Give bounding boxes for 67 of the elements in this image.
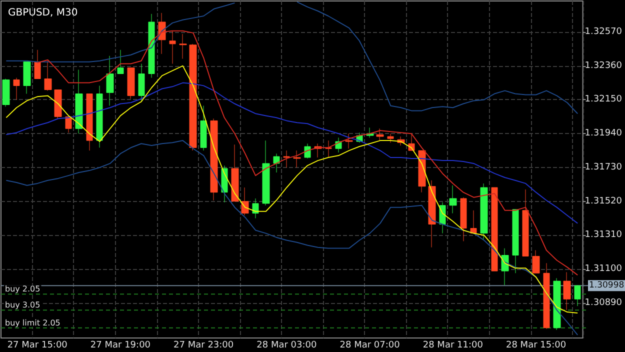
- y-tick-label: 1.31100: [584, 264, 622, 274]
- candlestick: [491, 187, 498, 272]
- y-tick-label: 1.30890: [584, 298, 622, 308]
- candlestick: [117, 50, 124, 74]
- candlestick: [169, 30, 176, 64]
- line-series: [36, 30, 578, 276]
- candlestick: [179, 34, 187, 60]
- candlestick: [189, 44, 197, 151]
- candlestick: [428, 180, 436, 248]
- candlestick: [96, 85, 103, 148]
- candlestick: [543, 262, 550, 330]
- x-tick-label: 28 Mar 03:00: [256, 340, 318, 350]
- candlestick: [304, 143, 311, 159]
- candlestick: [262, 140, 270, 206]
- y-tick-label: 1.32150: [584, 94, 622, 105]
- y-tick-label: 1.31310: [584, 230, 622, 240]
- candlestick: [512, 209, 519, 274]
- candlestick: [460, 197, 467, 242]
- candlestick: [283, 150, 290, 168]
- text: GBPUSD, M30: [8, 8, 78, 18]
- candlestick: [2, 78, 10, 107]
- candlestick: [34, 50, 41, 80]
- candlestick: [532, 250, 540, 274]
- x-tick-label: 28 Mar 07:00: [340, 340, 400, 350]
- candlestick: [13, 78, 20, 100]
- candlestick: [522, 189, 529, 256]
- candlestick: [210, 118, 218, 201]
- candlestick: [574, 284, 581, 306]
- ref-line-label: buy limit 2.05: [5, 318, 60, 328]
- candlestick: [44, 60, 52, 91]
- candlestick: [553, 278, 561, 330]
- x-tick-label: 27 Mar 19:00: [90, 340, 151, 350]
- y-tick-label: 1.31730: [584, 162, 622, 172]
- candlestick: [345, 133, 353, 149]
- x-tick-label: 27 Mar 15:00: [7, 340, 68, 350]
- candlestick: [231, 144, 239, 202]
- candlestick: [86, 94, 93, 151]
- x-tick-label: 28 Mar 11:00: [422, 340, 484, 350]
- candlestick: [563, 272, 571, 310]
- candlestick: [54, 89, 62, 119]
- candlestick: [138, 64, 145, 101]
- candlestick: [148, 14, 155, 78]
- candlestick: [23, 62, 31, 94]
- candlestick: [106, 56, 114, 106]
- y-tick-label: 1.32570: [584, 26, 622, 37]
- ref-line-label: 1.30998: [589, 280, 624, 291]
- candlestick: [449, 185, 457, 214]
- x-tick-label: 27 Mar 23:00: [174, 340, 234, 350]
- candlestick: [387, 133, 394, 143]
- y-tick-label: 1.31940: [584, 128, 622, 139]
- candlestick: [376, 128, 384, 141]
- x-tick-label: 28 Mar 15:00: [506, 340, 566, 350]
- candlestick: [293, 150, 301, 168]
- line-series: [6, 140, 578, 336]
- candlestick: [127, 68, 135, 100]
- y-tick-label: 1.31520: [584, 196, 622, 206]
- ref-line-label: buy 2.05: [5, 284, 40, 294]
- candlestick: [75, 69, 83, 134]
- line-series: [6, 82, 578, 224]
- candlestick: [273, 153, 280, 173]
- candlestick: [480, 183, 488, 240]
- candlestick: [200, 105, 207, 151]
- candlestick: [366, 127, 374, 138]
- y-tick-label: 1.32360: [584, 60, 622, 71]
- ref-line-label: buy 3.05: [5, 300, 40, 310]
- line-series: [6, 65, 578, 314]
- candlestick: [252, 198, 259, 219]
